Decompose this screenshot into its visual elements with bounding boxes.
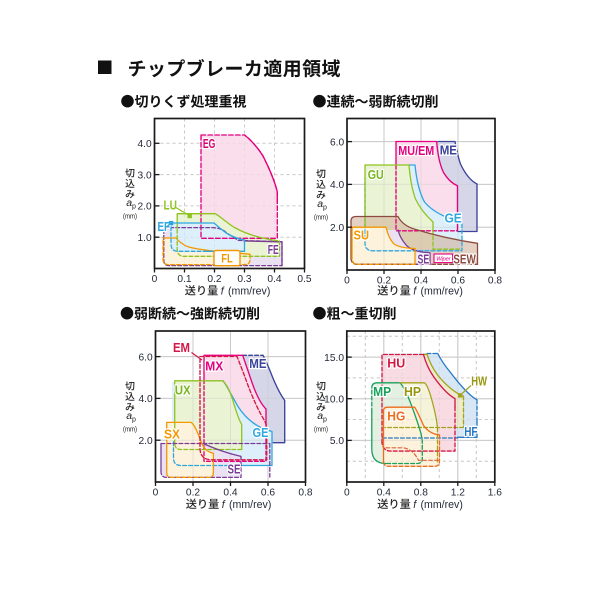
svg-text:0.2: 0.2	[186, 487, 200, 498]
svg-text:HU: HU	[387, 356, 405, 371]
svg-text:0.6: 0.6	[451, 275, 465, 286]
svg-text:0.5: 0.5	[297, 274, 311, 285]
svg-text:UX: UX	[175, 383, 191, 398]
svg-text:HW: HW	[471, 374, 487, 389]
svg-text:1.0: 1.0	[138, 233, 152, 244]
svg-text:p: p	[323, 204, 327, 211]
svg-text:FL: FL	[221, 251, 233, 265]
svg-text:GE: GE	[445, 211, 463, 226]
svg-text:0.3: 0.3	[237, 274, 251, 285]
svg-text:0.1: 0.1	[177, 274, 191, 285]
svg-text:5.0: 5.0	[330, 436, 344, 447]
svg-text:SEW: SEW	[453, 251, 476, 266]
svg-text:f (mm/rev): f (mm/rev)	[413, 286, 463, 298]
svg-text:GU: GU	[368, 167, 384, 182]
svg-text:MX: MX	[205, 359, 223, 374]
svg-text:0.2: 0.2	[377, 275, 391, 286]
svg-text:0.4: 0.4	[223, 487, 237, 498]
svg-text:0: 0	[344, 275, 350, 286]
svg-text:HF: HF	[464, 424, 477, 439]
svg-text:(mm): (mm)	[314, 426, 328, 434]
svg-text:(mm): (mm)	[123, 213, 137, 221]
svg-text:a: a	[317, 410, 323, 422]
svg-text:0.4: 0.4	[414, 275, 428, 286]
svg-text:LU: LU	[164, 198, 178, 213]
svg-text:0: 0	[152, 274, 158, 285]
svg-text:0.4: 0.4	[377, 487, 391, 498]
svg-text:0.8: 0.8	[414, 487, 428, 498]
svg-text:EM: EM	[173, 340, 190, 355]
svg-text:0.4: 0.4	[267, 274, 281, 285]
svg-text:SU: SU	[354, 228, 370, 243]
svg-text:MP: MP	[373, 384, 391, 399]
svg-text:1.2: 1.2	[451, 487, 465, 498]
svg-text:ME: ME	[249, 356, 267, 371]
svg-text:0.2: 0.2	[207, 274, 221, 285]
svg-text:a: a	[126, 197, 132, 209]
svg-text:3.0: 3.0	[138, 170, 152, 181]
svg-text:1.6: 1.6	[488, 487, 502, 498]
svg-text:4.0: 4.0	[330, 180, 344, 191]
svg-text:6.0: 6.0	[330, 137, 344, 148]
svg-text:0.8: 0.8	[298, 487, 312, 498]
svg-text:EG: EG	[203, 137, 216, 151]
svg-text:SE: SE	[418, 251, 430, 266]
svg-text:HP: HP	[404, 384, 421, 399]
svg-text:p: p	[323, 417, 327, 424]
svg-text:a: a	[126, 410, 132, 422]
svg-text:EF: EF	[158, 219, 171, 234]
svg-text:MU/EM: MU/EM	[398, 143, 434, 158]
svg-text:HG: HG	[387, 409, 405, 424]
svg-text:0.6: 0.6	[261, 487, 275, 498]
svg-text:15.0: 15.0	[324, 353, 344, 364]
svg-text:p: p	[132, 204, 136, 211]
svg-text:SE: SE	[228, 462, 241, 477]
svg-text:f (mm/rev): f (mm/rev)	[221, 286, 271, 298]
svg-text:2.0: 2.0	[138, 202, 152, 213]
svg-text:10.0: 10.0	[324, 394, 344, 405]
svg-text:0: 0	[344, 487, 350, 498]
svg-text:f (mm/rev): f (mm/rev)	[222, 499, 272, 511]
svg-text:Wiper: Wiper	[436, 257, 451, 263]
svg-text:2.0: 2.0	[330, 223, 344, 234]
svg-text:4.0: 4.0	[139, 394, 153, 405]
svg-text:(mm): (mm)	[123, 426, 137, 434]
svg-text:SX: SX	[164, 427, 180, 442]
svg-text:p: p	[132, 417, 136, 424]
svg-text:ME: ME	[440, 143, 458, 158]
svg-text:a: a	[317, 198, 323, 210]
svg-text:0: 0	[153, 487, 159, 498]
svg-text:4.0: 4.0	[138, 139, 152, 150]
svg-text:2.0: 2.0	[139, 436, 153, 447]
svg-text:FE: FE	[268, 243, 279, 257]
svg-text:0.8: 0.8	[488, 275, 502, 286]
svg-text:(mm): (mm)	[314, 214, 328, 222]
svg-text:GE: GE	[253, 425, 269, 440]
svg-text:6.0: 6.0	[139, 352, 153, 363]
svg-text:f (mm/rev): f (mm/rev)	[413, 499, 463, 511]
